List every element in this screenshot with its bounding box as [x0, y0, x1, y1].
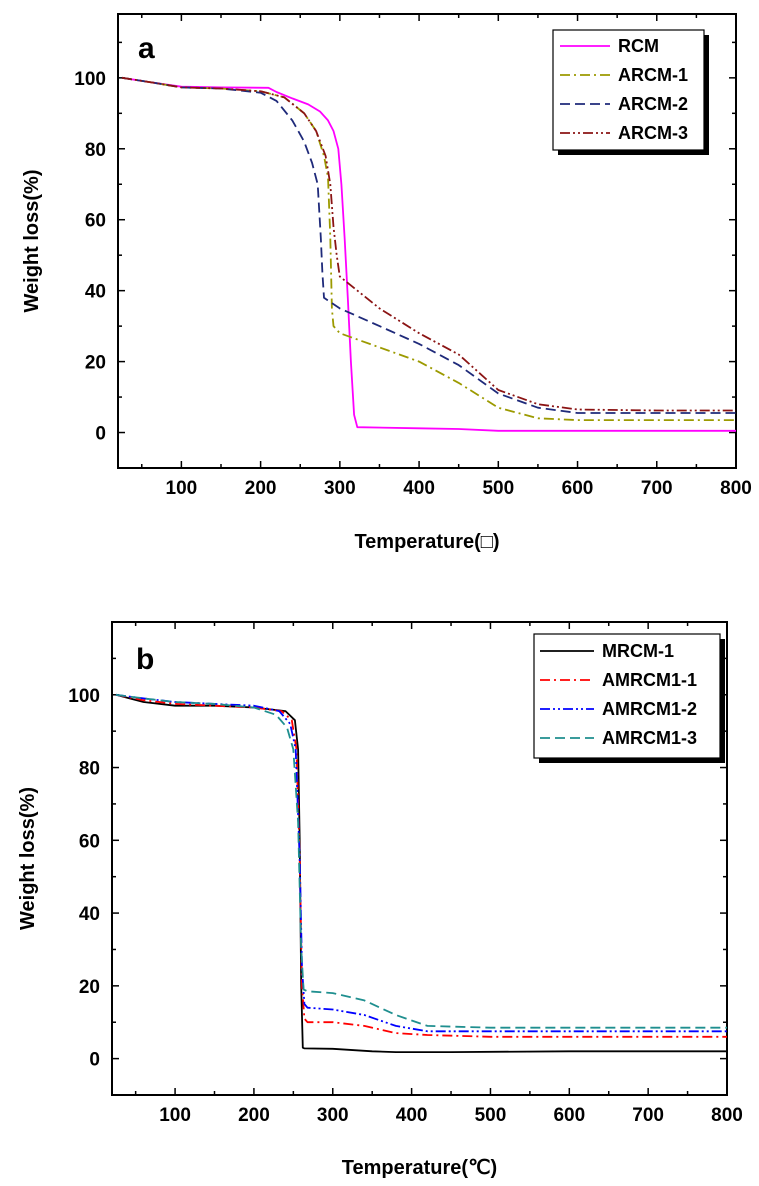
series-line-arcm-2	[121, 76, 736, 414]
x-tick-label: 700	[632, 1105, 664, 1126]
legend-label: AMRCM1-3	[602, 728, 697, 748]
y-tick-label: 80	[85, 140, 106, 161]
y-tick-label: 40	[85, 282, 106, 303]
x-tick-label: 400	[403, 478, 435, 499]
x-tick-label: 600	[562, 478, 594, 499]
y-tick-label: 20	[85, 353, 106, 374]
y-tick-label: 100	[74, 69, 106, 90]
x-tick-label: 300	[317, 1105, 349, 1126]
legend-label: MRCM-1	[602, 641, 674, 661]
x-tick-label: 100	[159, 1105, 191, 1126]
series-group	[121, 76, 736, 432]
legend-label: AMRCM1-1	[602, 670, 697, 690]
y-tick-label: 60	[85, 211, 106, 232]
y-tick-label: 40	[79, 904, 100, 925]
legend-box	[552, 29, 705, 151]
x-tick-label: 700	[641, 478, 673, 499]
y-tick-label: 100	[68, 686, 100, 707]
x-tick-label: 200	[245, 478, 277, 499]
y-axis-label: Weight loss(%)	[21, 170, 43, 313]
y-tick-label: 0	[95, 424, 106, 445]
x-tick-label: 400	[396, 1105, 428, 1126]
x-tick-label: 500	[475, 1105, 507, 1126]
series-line-amrcm1-3	[115, 693, 727, 1029]
plot-frame	[111, 621, 728, 1096]
y-tick-label: 80	[79, 759, 100, 780]
legend-label: RCM	[618, 36, 659, 56]
x-tick-label: 800	[720, 478, 752, 499]
x-axis-label: Temperature(□)	[354, 531, 499, 553]
x-tick-label: 500	[482, 478, 514, 499]
series-line-arcm-1	[121, 76, 736, 422]
y-tick-label: 20	[79, 977, 100, 998]
legend-label: ARCM-1	[618, 65, 688, 85]
x-tick-label: 100	[166, 478, 198, 499]
x-axis-label: Temperature(℃)	[342, 1157, 497, 1179]
x-tick-label: 200	[238, 1105, 270, 1126]
legend-label: ARCM-3	[618, 123, 688, 143]
panel-label: b	[136, 643, 154, 676]
y-tick-label: 0	[89, 1050, 100, 1071]
x-tick-label: 800	[711, 1105, 743, 1126]
panel-label: a	[138, 32, 155, 65]
series-line-rcm	[121, 76, 736, 432]
series-group	[115, 693, 727, 1054]
plot-frame	[117, 13, 737, 469]
legend-label: ARCM-2	[618, 94, 688, 114]
series-line-arcm-3	[121, 76, 736, 412]
y-axis-label: Weight loss(%)	[17, 787, 39, 930]
y-tick-label: 60	[79, 831, 100, 852]
chart-panel-b: 100 200 300 400 500 600 700 800 0 20 40 60 80 100 Temp…	[0, 590, 759, 1181]
x-tick-label: 300	[324, 478, 356, 499]
series-line-amrcm1-1	[115, 693, 727, 1038]
chart-a-svg: 100 200 300 400 500 600 700 800 0 20 40 60 80 100 Temp…	[21, 13, 752, 553]
legend-label: AMRCM1-2	[602, 699, 697, 719]
x-tick-label: 600	[553, 1105, 585, 1126]
chart-panel-a: 100 200 300 400 500 600 700 800 0 20 40 60 80 100 Temp…	[0, 0, 759, 590]
chart-b-svg: 100 200 300 400 500 600 700 800 0 20 40 60 80 100 Temp…	[17, 621, 743, 1179]
